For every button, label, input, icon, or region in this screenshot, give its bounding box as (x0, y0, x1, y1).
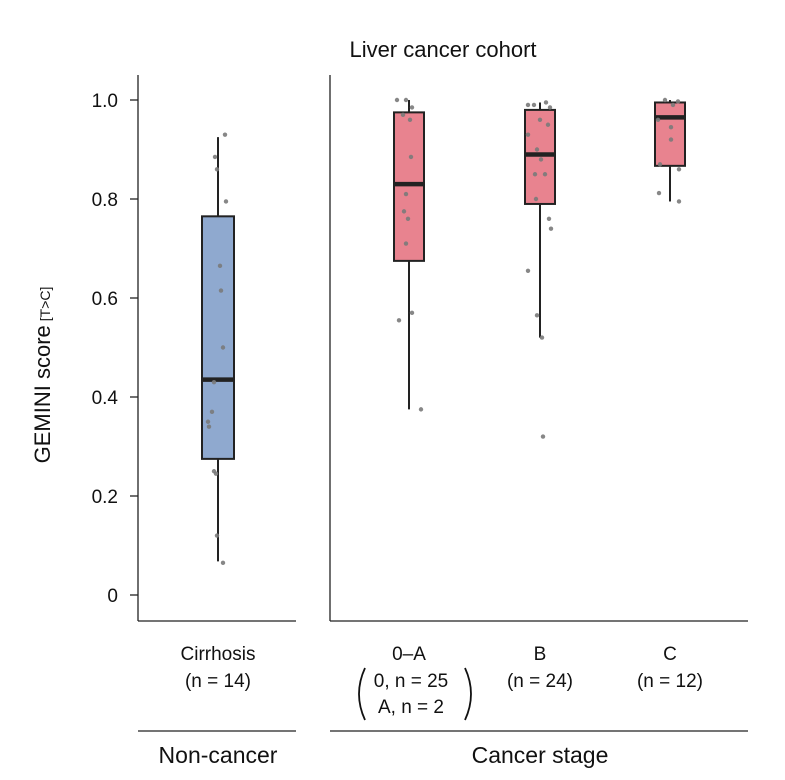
category-n-line2-0a: A, n = 2 (378, 697, 444, 718)
category-label-c: C (663, 644, 677, 665)
box-0a-point-6 (403, 191, 409, 197)
category-n-cirrhosis: (n = 14) (185, 671, 251, 692)
box-b-point-16 (539, 335, 545, 340)
box-b-point-3 (547, 105, 553, 110)
box-0a-iqr-rect (393, 111, 425, 262)
category-n-b: (n = 24) (507, 671, 573, 692)
y-tick-label-5: 1.0 (92, 91, 118, 112)
box-0a-point-5 (408, 154, 414, 160)
box-cirrhosis-point-2 (214, 167, 220, 172)
box-0a-point-9 (403, 241, 409, 246)
box-c-iqr-rect (654, 101, 686, 167)
box-b-point-0 (525, 102, 531, 108)
box-0a-point-12 (418, 407, 424, 412)
box-cirrhosis-point-12 (213, 471, 219, 476)
box-cirrhosis (201, 132, 235, 566)
category-labels-layer: Cirrhosis (n = 14) 0–A 0, n = 25 A, n = 2 B (n… (181, 644, 703, 721)
category-open-paren-0a (358, 667, 366, 721)
box-c-point-8 (656, 190, 662, 196)
box-cirrhosis-point-9 (205, 419, 211, 424)
box-b-point-17 (540, 434, 546, 439)
box-c (654, 97, 686, 204)
y-axis-label-subscript: [T>C] (37, 287, 53, 322)
box-b (524, 100, 556, 439)
box-b-point-11 (533, 196, 539, 202)
box-b-point-6 (525, 132, 531, 137)
box-b-point-13 (548, 226, 554, 231)
box-0a-point-0 (394, 97, 400, 103)
cancer-group-label: Cancer stage (472, 742, 609, 768)
box-b-point-15 (534, 313, 540, 318)
box-c-point-0 (662, 97, 668, 103)
box-b-point-14 (525, 268, 531, 273)
y-tick-label-0: 0 (107, 586, 118, 607)
box-0a-point-10 (409, 310, 415, 316)
chart-title: Liver cancer cohort (349, 37, 536, 62)
box-c-point-5 (668, 137, 674, 142)
y-tick-label-4: 0.8 (92, 190, 118, 211)
box-0a-point-8 (405, 216, 411, 221)
box-c-point-2 (670, 102, 676, 108)
box-0a (393, 97, 425, 412)
box-cirrhosis-point-13 (214, 533, 220, 538)
box-b-point-7 (534, 147, 540, 152)
box-c-point-6 (657, 162, 663, 167)
box-b-iqr-rect (524, 108, 556, 205)
box-0a-point-1 (403, 97, 409, 103)
box-b-point-5 (545, 122, 551, 127)
box-c-point-4 (668, 125, 674, 130)
box-c-point-1 (675, 99, 681, 104)
noncancer-group-label: Non-cancer (159, 742, 278, 768)
box-b-point-10 (542, 172, 548, 177)
box-cirrhosis-point-5 (218, 288, 224, 293)
box-cirrhosis-point-3 (223, 199, 229, 204)
box-0a-point-3 (400, 112, 406, 118)
category-n-c: (n = 12) (637, 671, 703, 692)
category-close-paren-0a (464, 667, 472, 721)
box-b-point-1 (531, 102, 537, 108)
box-0a-point-2 (409, 105, 415, 110)
box-0a-point-7 (401, 209, 407, 214)
box-cirrhosis-point-8 (209, 409, 215, 415)
category-label-0a: 0–A (392, 644, 426, 665)
box-cirrhosis-iqr-rect (201, 215, 235, 460)
y-axis-label-main: GEMINI score (30, 325, 55, 463)
box-cirrhosis-point-14 (220, 560, 226, 566)
y-tick-label-2: 0.4 (92, 388, 119, 409)
box-b-point-9 (532, 172, 538, 177)
box-b-point-4 (537, 117, 543, 123)
box-b-point-12 (546, 216, 552, 221)
box-0a-point-11 (396, 318, 402, 323)
boxes-layer (201, 97, 686, 566)
category-n-line1-0a: 0, n = 25 (374, 671, 448, 692)
category-label-cirrhosis: Cirrhosis (181, 644, 256, 665)
box-cirrhosis-point-10 (206, 424, 212, 429)
box-c-point-9 (676, 199, 682, 204)
box-b-point-2 (543, 100, 549, 105)
category-label-b: B (534, 644, 547, 665)
box-cirrhosis-point-1 (212, 154, 218, 160)
axes-layer: 0 0.2 0.4 0.6 0.8 1.0 (92, 75, 748, 622)
box-cirrhosis-point-4 (217, 263, 223, 269)
box-c-point-3 (655, 117, 661, 123)
box-cirrhosis-point-7 (211, 379, 217, 385)
y-axis-label: GEMINI score [T>C] (30, 287, 55, 464)
y-tick-label-1: 0.2 (92, 487, 118, 508)
box-cirrhosis-point-6 (220, 345, 226, 350)
box-cirrhosis-point-0 (222, 132, 228, 137)
y-tick-label-3: 0.6 (92, 289, 118, 310)
box-0a-point-4 (407, 117, 413, 123)
box-c-point-7 (676, 167, 682, 172)
box-b-point-8 (538, 157, 544, 162)
